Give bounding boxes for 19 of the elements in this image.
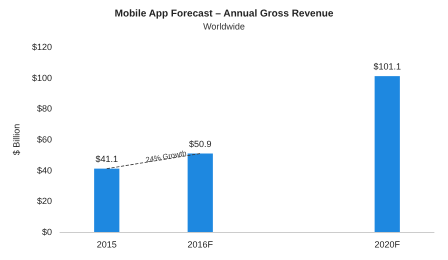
y-tick-label: $120 <box>32 42 52 52</box>
y-tick-label: $80 <box>36 104 52 114</box>
data-label: $101.1 <box>373 62 402 72</box>
x-tick-label: 2016F <box>187 240 214 250</box>
x-tick-label: 2020F <box>374 240 401 250</box>
data-label: $50.9 <box>188 139 212 150</box>
x-tick-label: 2015 <box>96 240 117 250</box>
bar <box>374 76 400 232</box>
y-tick-label: $40 <box>36 165 52 176</box>
y-tick-label: $60 <box>36 134 52 144</box>
data-label: $41.1 <box>95 154 118 164</box>
chart-subtitle: Worldwide <box>203 22 245 32</box>
bar <box>188 154 213 232</box>
chart-title: Mobile App Forecast – Annual Gross Revenue <box>114 8 334 20</box>
y-tick-label: $20 <box>36 196 52 206</box>
bar <box>94 168 120 232</box>
y-tick-label: $100 <box>32 72 52 83</box>
y-tick-label: $0 <box>42 227 52 237</box>
y-axis-title: $ Billion <box>12 124 22 156</box>
